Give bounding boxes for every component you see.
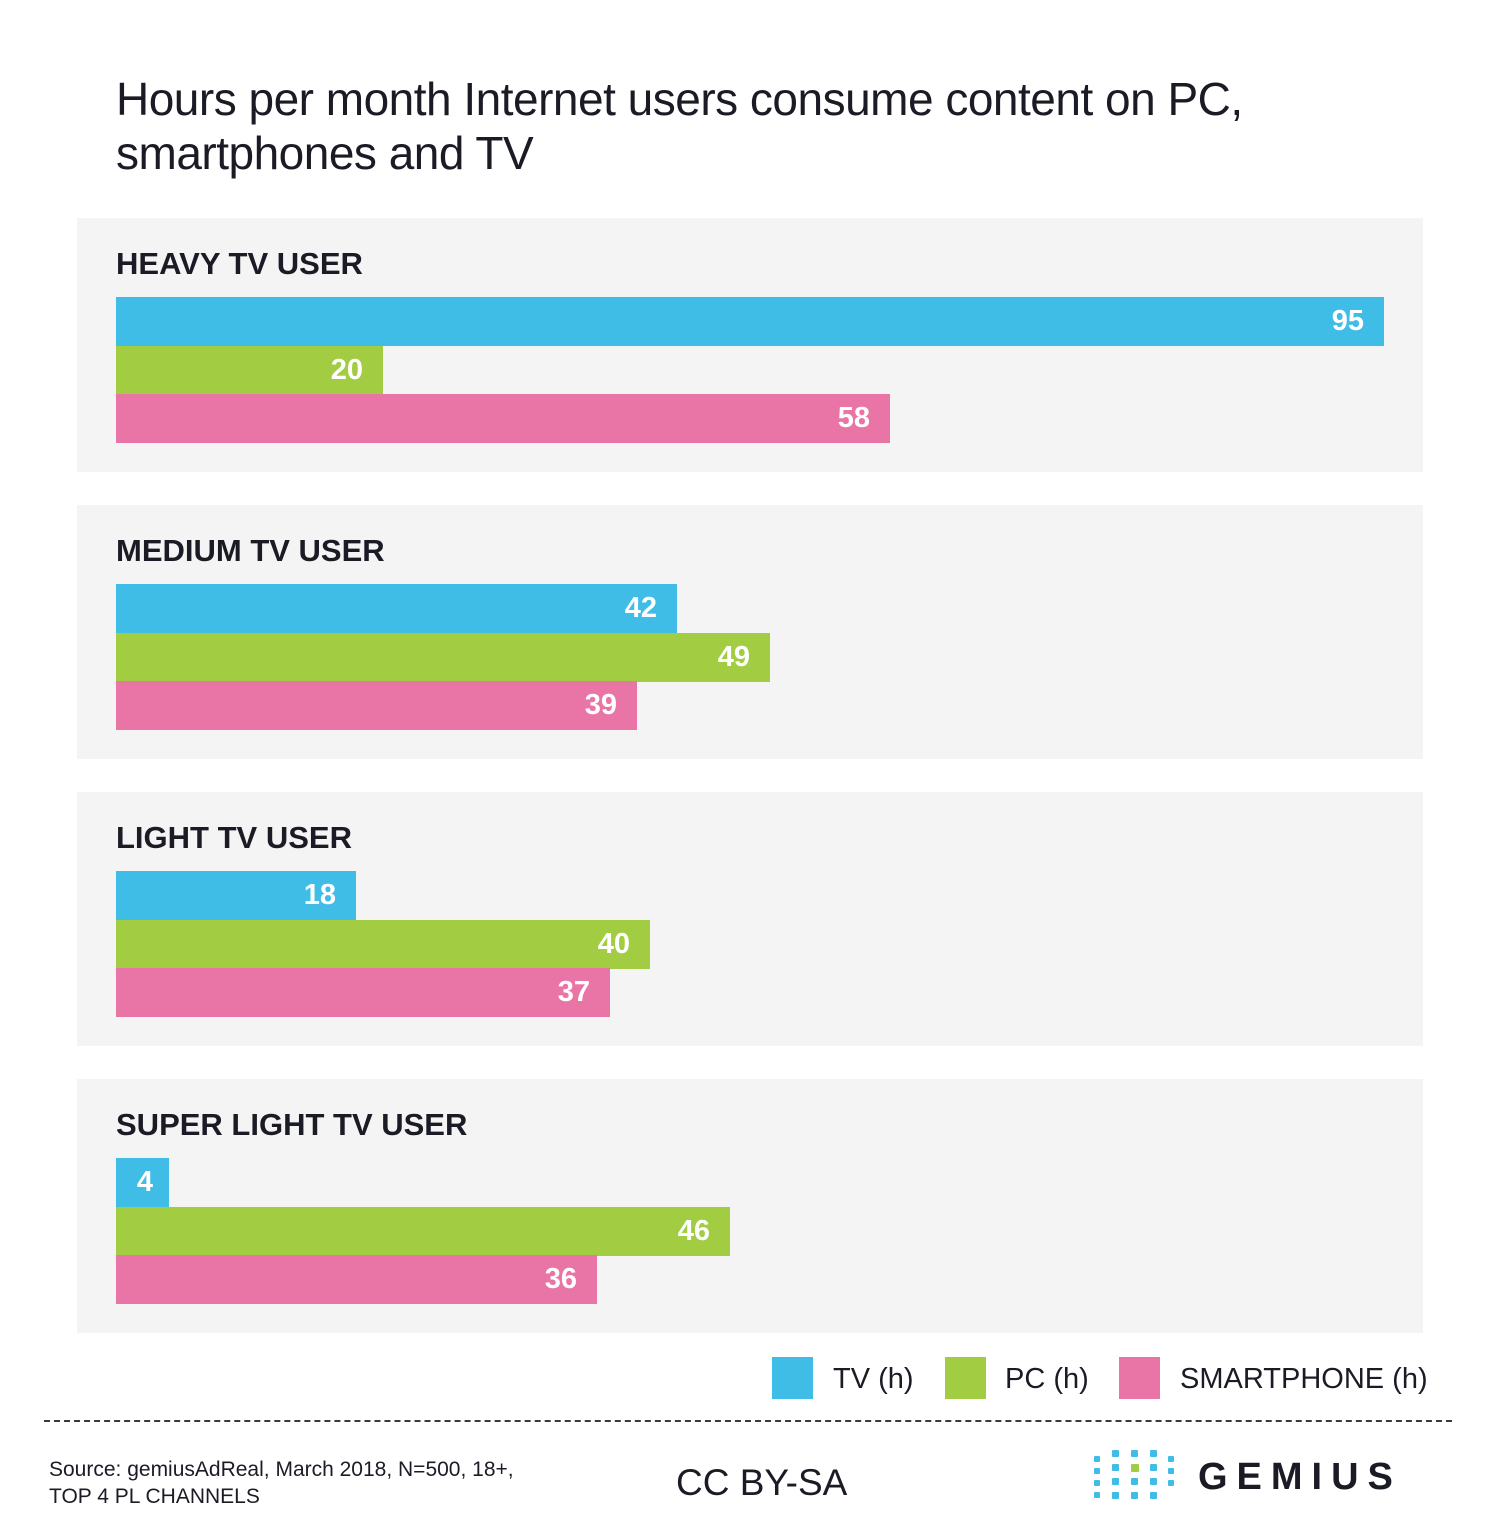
source-line-1: Source: gemiusAdReal, March 2018, N=500,… [49, 1458, 514, 1481]
bar-value-label: 18 [303, 879, 336, 911]
source-note: Source: gemiusAdReal, March 2018, N=500,… [49, 1456, 514, 1510]
legend-swatch [945, 1357, 986, 1399]
category-panel: LIGHT TV USER 18 40 37 [77, 792, 1423, 1046]
category-panel: SUPER LIGHT TV USER 4 46 36 [77, 1079, 1423, 1333]
bar-tv: 95 [116, 297, 1384, 346]
legend-label: TV (h) [833, 1363, 914, 1395]
bar-smartphone: 36 [116, 1255, 597, 1304]
category-panel: HEAVY TV USER 95 20 58 [77, 218, 1423, 472]
category-label: LIGHT TV USER [116, 820, 352, 855]
logo-text: GEMIUS [1198, 1456, 1402, 1498]
bar-value-label: 40 [597, 927, 630, 960]
bar-tv: 4 [116, 1158, 169, 1207]
legend-label: PC (h) [1005, 1363, 1089, 1395]
bar-value-label: 39 [584, 689, 617, 721]
category-label: SUPER LIGHT TV USER [116, 1107, 468, 1142]
license-label: CC BY-SA [676, 1462, 848, 1503]
bar-value-label: 36 [544, 1263, 577, 1295]
source-line-2: TOP 4 PL CHANNELS [49, 1485, 260, 1508]
bar-tv: 42 [116, 584, 677, 633]
bar-value-label: 37 [557, 976, 590, 1008]
bar-smartphone: 39 [116, 681, 637, 730]
bar-pc: 40 [116, 919, 650, 969]
footer-divider [44, 1420, 1452, 1422]
bar-smartphone: 58 [116, 394, 890, 443]
legend-label: SMARTPHONE (h) [1180, 1363, 1428, 1395]
chart-title: Hours per month Internet users consume c… [116, 73, 1243, 179]
bar-pc: 46 [116, 1206, 730, 1256]
bar-smartphone: 37 [116, 968, 610, 1017]
bar-value-label: 58 [837, 402, 870, 434]
bar-value-label: 4 [136, 1166, 153, 1198]
category-label: HEAVY TV USER [116, 246, 363, 281]
gemius-dots-icon [1094, 1450, 1174, 1499]
bar-value-label: 20 [330, 353, 363, 386]
bar-pc: 20 [116, 345, 383, 395]
legend-swatch [1119, 1357, 1160, 1399]
bar-value-label: 42 [624, 592, 657, 624]
bar-pc: 49 [116, 632, 770, 682]
gemius-logo: GEMIUS [1092, 1450, 1452, 1506]
bar-value-label: 49 [717, 640, 750, 673]
category-label: MEDIUM TV USER [116, 533, 385, 568]
bar-value-label: 46 [677, 1214, 710, 1247]
bar-value-label: 95 [1331, 305, 1364, 337]
bar-tv: 18 [116, 871, 356, 920]
legend-swatch [772, 1357, 813, 1399]
category-panel: MEDIUM TV USER 42 49 39 [77, 505, 1423, 759]
